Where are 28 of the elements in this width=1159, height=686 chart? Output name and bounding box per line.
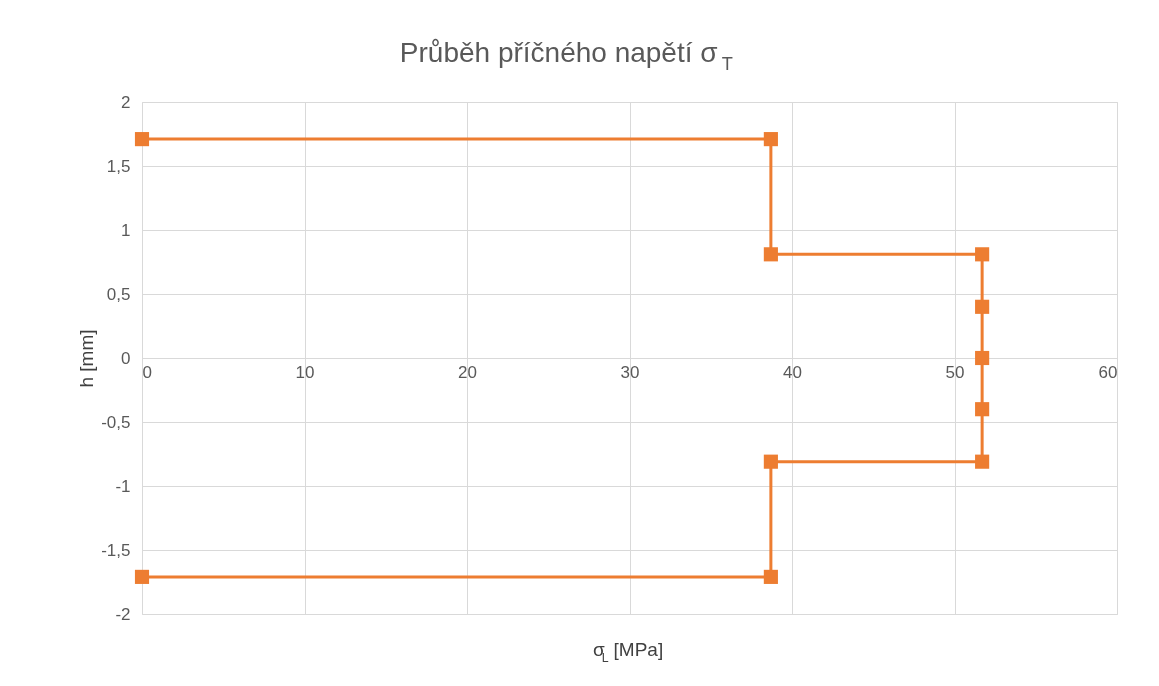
y-tick-label: 2 [121, 92, 131, 112]
x-tick-label: 10 [295, 362, 315, 382]
y-tick-label: -0,5 [101, 412, 131, 432]
x-tick-label: 20 [458, 362, 477, 382]
x-tick-label: 30 [620, 362, 640, 382]
point [975, 350, 990, 366]
y-tick-label: -2 [115, 604, 131, 624]
point [975, 454, 990, 469]
point [134, 132, 150, 147]
y-tick-label: -1,5 [101, 540, 131, 560]
point [975, 299, 990, 314]
x-tick-label: 40 [783, 362, 802, 382]
x-tick-label: 50 [945, 362, 965, 382]
point [975, 247, 990, 262]
y-tick-label: 0,5 [106, 284, 131, 304]
y-axis-title: h [mm] [76, 329, 98, 388]
y-tick-label: 1 [121, 220, 131, 240]
point [763, 569, 778, 584]
y-tick-label: -1 [115, 476, 131, 496]
point [763, 132, 778, 147]
x-tick-label: 0 [142, 362, 152, 382]
y-tick-label: 1,5 [106, 156, 131, 176]
x-tick-label: 60 [1098, 362, 1118, 382]
point [975, 402, 990, 417]
point [763, 454, 778, 469]
point [763, 247, 778, 262]
y-tick-label: 0 [121, 348, 131, 368]
point [134, 569, 150, 584]
